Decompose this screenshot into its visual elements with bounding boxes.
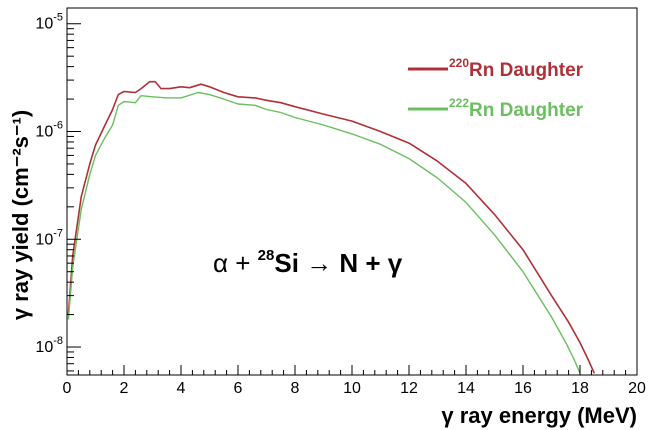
x-tick-label: 20: [628, 380, 646, 397]
reaction-annotation: α + 28Si → N + γ: [213, 247, 403, 278]
reaction-part-rest: Si → N + γ: [274, 248, 402, 278]
y-tick-label: 10-8: [35, 335, 63, 356]
y-tick-exponent: -8: [53, 335, 63, 347]
y-tick-base: 10: [35, 124, 53, 141]
x-tick-label: 2: [120, 380, 129, 397]
series-line-222rn: [67, 91, 581, 374]
x-tick-label: 0: [63, 380, 72, 397]
series-line-220rn: [67, 80, 596, 374]
y-tick-label: 10-7: [35, 227, 63, 248]
legend-label-220rn-text: Rn Daughter: [469, 60, 584, 81]
y-tick-exponent: -7: [53, 227, 63, 239]
y-tick-exponent: -5: [53, 12, 63, 24]
legend: 220Rn Daughter 222Rn Daughter: [408, 56, 584, 121]
legend-label-222rn-text: Rn Daughter: [469, 100, 584, 121]
reaction-sup-28: 28: [258, 247, 275, 264]
x-tick-label: 10: [343, 380, 361, 397]
legend-label-220rn: 220Rn Daughter: [449, 56, 584, 81]
x-tick-label: 12: [400, 380, 418, 397]
x-tick-label: 18: [571, 380, 589, 397]
y-tick-base: 10: [35, 16, 53, 33]
x-tick-label: 6: [234, 380, 243, 397]
reaction-part-alpha: α +: [213, 248, 258, 278]
y-tick-base: 10: [35, 339, 53, 356]
x-axis-title: γ ray energy (MeV): [441, 403, 637, 428]
legend-label-222rn-sup: 222: [449, 96, 469, 110]
y-axis-title: γ ray yield (cm⁻²s⁻¹): [8, 110, 33, 320]
legend-label-222rn: 222Rn Daughter: [449, 96, 584, 121]
legend-label-220rn-sup: 220: [449, 56, 469, 70]
x-tick-label: 16: [514, 380, 532, 397]
x-tick-label: 8: [291, 380, 300, 397]
y-tick-label: 10-5: [35, 12, 63, 33]
y-tick-base: 10: [35, 231, 53, 248]
x-tick-label: 4: [177, 380, 186, 397]
x-tick-label: 14: [457, 380, 475, 397]
y-tick-label: 10-6: [35, 120, 63, 141]
y-tick-exponent: -6: [53, 120, 63, 132]
